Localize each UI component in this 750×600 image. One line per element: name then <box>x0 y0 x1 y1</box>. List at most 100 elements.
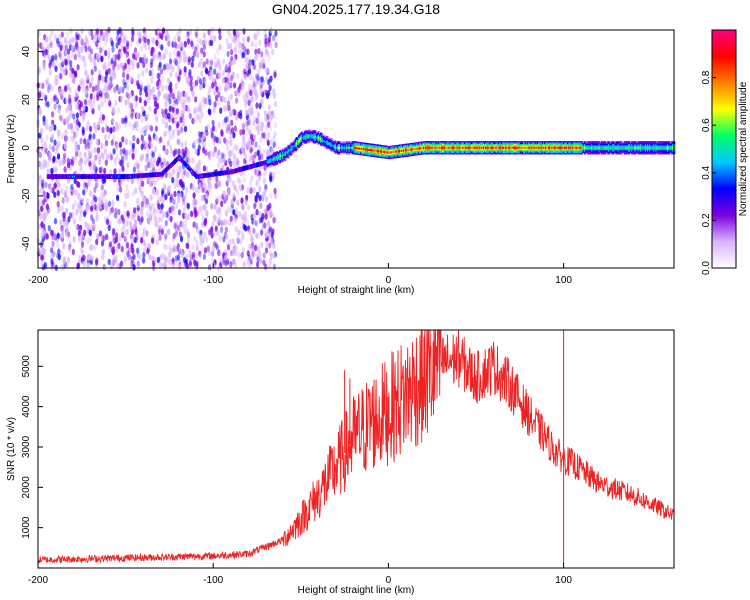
spectrogram-cell <box>264 231 268 238</box>
spectrogram-cell <box>54 65 58 72</box>
spectrogram-cell <box>269 139 273 146</box>
spectrogram-cell <box>88 229 92 236</box>
spectrogram-cell <box>171 208 175 216</box>
spectrogram-cell <box>128 247 132 254</box>
spectrogram-cell <box>153 256 157 264</box>
spectrogram-cell <box>194 221 198 228</box>
spectrogram-cell <box>260 51 264 58</box>
spectrogram-cell <box>235 245 239 253</box>
spectrogram-cell <box>169 193 174 201</box>
spectrogram-cell <box>81 112 85 120</box>
spectrogram-cell <box>191 157 195 164</box>
spectrogram-cell <box>74 145 78 152</box>
spectrogram-cell <box>70 52 75 59</box>
spectrogram-cell <box>245 62 249 70</box>
spectrogram-cell <box>256 232 260 239</box>
spectrogram-cell <box>60 187 64 195</box>
colorbar-tick-label: 0.2 <box>701 213 712 227</box>
spectrogram-cell <box>249 151 253 158</box>
spectrogram-cell <box>213 203 217 211</box>
spectrogram-cell <box>43 159 48 167</box>
spectrogram-cell <box>193 208 197 215</box>
spectrogram-cell <box>130 243 134 250</box>
spectrogram-cell <box>176 50 180 57</box>
spectrogram-cell <box>177 35 181 43</box>
spectrogram-cell <box>250 40 254 47</box>
spectrogram-cell <box>88 150 92 157</box>
spectrogram-cell <box>46 101 50 108</box>
spectrogram-cell <box>255 170 259 177</box>
spectrogram-cell <box>182 108 186 115</box>
spectrogram-cell <box>103 134 107 141</box>
spectrogram-cell <box>169 58 173 65</box>
spectrogram-cell <box>138 96 142 104</box>
spectrogram-cell <box>138 37 142 44</box>
spectrogram-cell <box>153 157 157 164</box>
spectrogram-cell <box>117 242 121 249</box>
spectrogram-cell <box>254 194 258 202</box>
spectrogram-cell <box>177 148 181 155</box>
spectrogram-cell <box>144 85 149 92</box>
spectrogram-cell <box>251 75 255 83</box>
spectrogram-cell <box>182 50 186 57</box>
spectrogram-cell <box>113 237 117 245</box>
spectrogram-cell <box>233 46 237 54</box>
spectrogram-cell <box>131 234 135 242</box>
spectrogram-cell <box>225 180 229 187</box>
spectrogram-cell <box>177 129 181 136</box>
spectrogram-cell <box>179 97 183 104</box>
spectrogram-cell <box>62 211 66 219</box>
spectrogram-cell <box>134 236 138 244</box>
spectrogram-cell <box>37 67 42 74</box>
spectrogram-cell <box>215 136 219 143</box>
spectrogram-cell <box>250 254 254 262</box>
spectrogram-cell <box>128 102 132 109</box>
spectrogram-cell <box>180 141 184 149</box>
spectrogram-cell <box>252 251 256 258</box>
spectrogram-cell <box>100 100 104 108</box>
spectrogram-cell <box>76 223 80 231</box>
spectrogram-cell <box>256 29 260 37</box>
spectrogram-cell <box>206 247 210 254</box>
spectrogram-cell <box>189 80 193 87</box>
spectrogram-cell <box>110 40 114 47</box>
spectrogram-cell <box>200 47 204 54</box>
spectrogram-cell <box>172 243 177 251</box>
spectrogram-cell <box>62 152 67 160</box>
spectrogram-cell <box>50 85 55 93</box>
spectrogram-cell <box>108 241 113 248</box>
spectrogram-cell <box>125 50 129 58</box>
spectrogram-cell <box>68 38 72 45</box>
spectrogram-cell <box>184 140 188 147</box>
spectrogram-cell <box>273 70 277 77</box>
spectrogram-cell <box>267 55 271 62</box>
spectrogram-cell <box>174 227 179 234</box>
spectrogram-cell <box>236 176 240 184</box>
spectrogram-cell <box>198 161 202 169</box>
spectrogram-cell <box>130 257 134 264</box>
spectrogram-cell <box>104 77 108 84</box>
spectrogram-cell <box>182 256 187 264</box>
spectrogram-cell <box>208 264 212 271</box>
spectrogram-cell <box>225 38 229 45</box>
spectrogram-cell <box>125 241 130 249</box>
spectrogram-cell <box>134 95 138 102</box>
spectrogram-cell <box>153 179 157 187</box>
spectrogram-cell <box>194 96 198 103</box>
spectrogram-cell <box>79 137 83 145</box>
spectrogram-cell <box>126 161 130 169</box>
spectrogram-cell <box>242 135 246 142</box>
spectrogram-cell <box>88 81 93 89</box>
spectrogram-cell <box>104 140 109 147</box>
spectrogram-cell <box>112 258 116 266</box>
spectrogram-cell <box>248 180 253 187</box>
spectrogram-cell <box>253 89 258 96</box>
spectrogram-cell <box>212 139 216 146</box>
spectrogram-cell <box>112 211 116 219</box>
spectrogram-cell <box>126 84 130 91</box>
spectrogram-cell <box>247 186 251 193</box>
spectrogram-cell <box>260 125 264 132</box>
spectrogram-cell <box>84 221 88 228</box>
spectrogram-cell <box>261 57 265 64</box>
colorbar-tick-label: 0.4 <box>701 165 712 179</box>
